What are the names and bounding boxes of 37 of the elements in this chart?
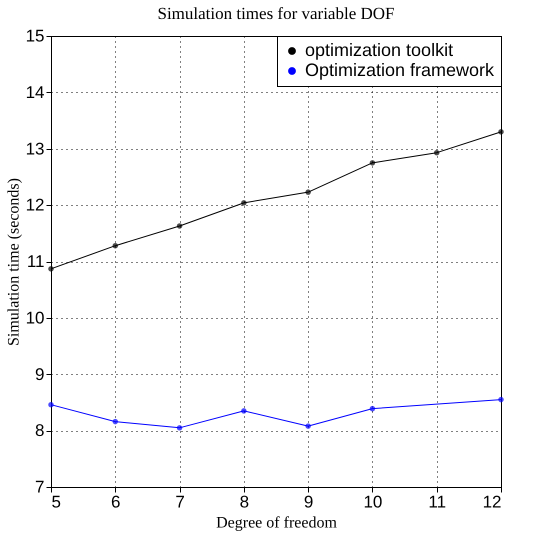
legend-label: optimization toolkit [305,40,454,60]
y-tick-label: 13 [26,139,44,158]
y-tick-label: 10 [26,308,44,328]
y-tick-label: 7 [35,478,44,496]
point [434,150,440,156]
point [305,189,311,195]
legend-label: Optimization framework [305,60,496,80]
point [48,266,54,272]
point [112,418,118,424]
point [498,396,504,402]
y-tick-label: 11 [26,252,44,271]
y-tick-label: 14 [26,82,44,102]
y-axis-title: Simulation time (seconds) [6,178,23,346]
x-tick-label: 11 [428,492,446,512]
x-tick-label: 7 [175,492,185,512]
y-tick-label: 12 [26,196,44,215]
point [498,129,504,135]
point [370,160,376,166]
x-axis-title: Degree of freedom [216,514,338,532]
y-tick-label: 9 [35,364,44,384]
x-tick-label: 8 [240,492,250,512]
x-tick-label: 12 [482,492,502,512]
chart-title: Simulation times for variable DOF [157,4,395,23]
point [241,200,247,206]
x-tick-label: 9 [304,492,314,512]
x-tick-label: 5 [52,492,61,512]
point [176,425,182,431]
point [176,223,182,229]
point [370,406,376,412]
point [48,402,54,408]
point [305,423,311,429]
point [112,242,118,248]
x-tick-label: 6 [111,492,121,512]
y-tick-label: 15 [26,26,44,46]
y-tick-label: 8 [35,421,44,440]
x-tick-label: 10 [363,492,382,512]
point [241,408,247,414]
